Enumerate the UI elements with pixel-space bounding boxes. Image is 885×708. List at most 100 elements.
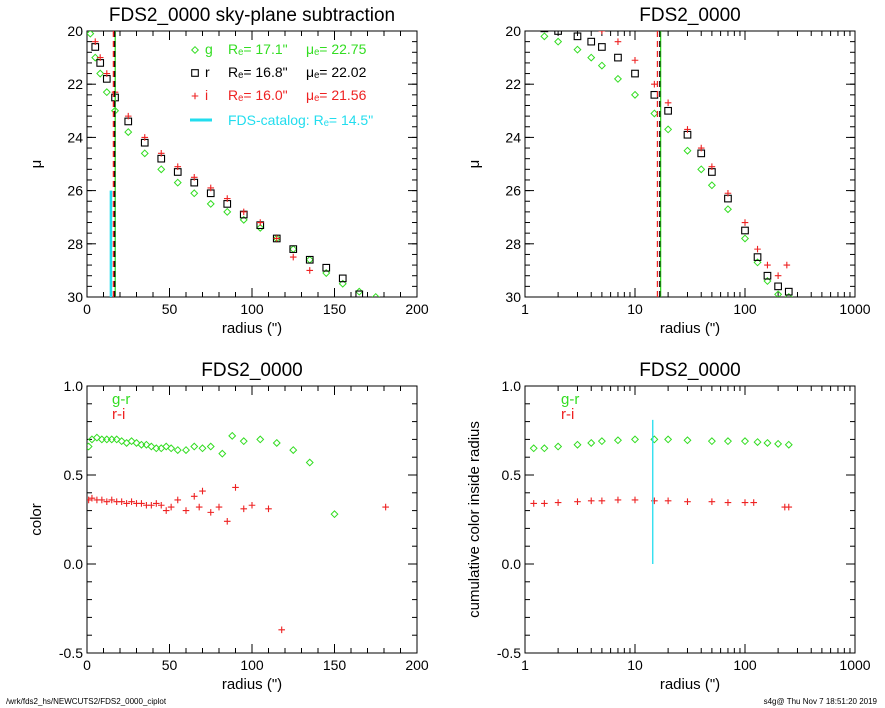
x-tick-label: 200: [405, 301, 429, 317]
x-tick-label: 0: [83, 301, 91, 317]
data-point: [785, 503, 793, 511]
data-point: [112, 435, 121, 444]
data-point: [182, 507, 190, 514]
data-point: [91, 53, 100, 62]
data-point: [541, 500, 548, 507]
x-tick-label: 150: [323, 301, 347, 317]
data-point: [613, 74, 622, 83]
data-point: [232, 484, 239, 491]
plot-area: [87, 20, 380, 297]
data-point: [597, 437, 606, 446]
y-tick-label: 30: [67, 289, 83, 305]
data-point: [724, 189, 732, 197]
footer-timestamp: s4g@ Thu Nov 7 18:51:20 2019: [763, 697, 877, 706]
data-point: [529, 444, 538, 453]
data-point: [322, 269, 331, 278]
plot-area: [87, 431, 389, 634]
data-point: [650, 90, 659, 99]
y-tick-label: 22: [67, 76, 83, 92]
data-point: [118, 498, 125, 505]
data-point: [651, 80, 658, 88]
data-point: [598, 43, 606, 51]
y-tick-label: 28: [67, 236, 83, 252]
data-point: [96, 69, 105, 78]
data-point: [783, 261, 791, 269]
data-point: [167, 444, 176, 453]
data-point: [174, 496, 182, 504]
data-point: [265, 505, 272, 513]
data-point: [87, 31, 95, 38]
x-tick-label: 100: [733, 657, 757, 673]
y-tick-label: 20: [505, 23, 521, 39]
data-point: [132, 438, 141, 447]
data-point: [774, 282, 782, 291]
data-point: [256, 223, 265, 232]
plot-area: [540, 31, 793, 297]
data-point: [741, 226, 749, 235]
y-tick-label: 0.5: [502, 467, 522, 483]
data-point: [774, 290, 783, 297]
legend-label: g-r: [561, 391, 579, 408]
x-tick-label: 50: [162, 657, 178, 673]
legend-marker: [191, 92, 199, 100]
data-point: [103, 498, 111, 505]
data-point: [123, 500, 130, 507]
axes-frame: [524, 385, 856, 654]
data-point: [142, 440, 151, 449]
data-point: [289, 253, 297, 261]
data-point: [763, 438, 772, 447]
legend-label: r-i: [561, 406, 574, 423]
data-point: [651, 497, 658, 505]
data-point: [128, 498, 135, 505]
series-i: [598, 31, 791, 280]
legend-marker: [190, 45, 200, 55]
data-point: [305, 458, 314, 467]
data-point: [774, 272, 782, 280]
data-point: [148, 501, 155, 509]
x-tick-label: 100: [733, 301, 757, 317]
data-point: [540, 444, 549, 453]
y-tick-label: 1.0: [64, 378, 84, 394]
data-point: [784, 292, 793, 297]
data-point: [574, 498, 581, 505]
x-tick-label: 200: [405, 657, 429, 673]
y-axis-label: μ: [466, 160, 483, 169]
data-point: [355, 290, 364, 297]
data-point: [190, 442, 199, 451]
data-point: [206, 199, 215, 208]
data-point: [190, 493, 198, 500]
y-tick-label: 24: [505, 129, 521, 145]
data-point: [587, 53, 596, 62]
data-point: [207, 509, 215, 516]
data-point: [708, 163, 716, 170]
legend-re: Rₑ= 16.0": [228, 87, 288, 103]
legend-label: g-r: [112, 391, 130, 408]
data-point: [87, 20, 94, 27]
data-point: [613, 436, 622, 445]
data-point: [598, 31, 606, 35]
y-tick-label: 0.0: [502, 556, 522, 572]
series-g-r: [87, 431, 339, 519]
x-tick-label: 100: [240, 657, 264, 673]
data-point: [96, 54, 104, 61]
x-axis-label: radius ("): [222, 320, 282, 337]
data-point: [540, 32, 549, 41]
data-point: [631, 56, 639, 64]
footer-path: /wrk/fds2_hs/NEWCUTS2/FDS2_0000_ciplot: [6, 697, 167, 706]
data-point: [554, 37, 563, 46]
data-point: [117, 437, 126, 446]
data-point: [741, 499, 749, 506]
x-axis-label: radius ("): [222, 676, 282, 693]
data-point: [305, 255, 314, 264]
data-point: [306, 267, 314, 274]
data-point: [753, 438, 762, 447]
chart-p1: 0 50 100 150 200 20 22 24 26 28 30 FDS2_0000 sky-pl…: [28, 5, 429, 337]
y-tick-label: -0.5: [59, 645, 83, 661]
data-point: [631, 496, 639, 504]
data-point: [650, 435, 659, 444]
data-point: [181, 446, 191, 455]
x-tick-label: 50: [162, 301, 178, 317]
data-point: [683, 436, 692, 445]
x-tick-label: 1: [521, 301, 529, 317]
